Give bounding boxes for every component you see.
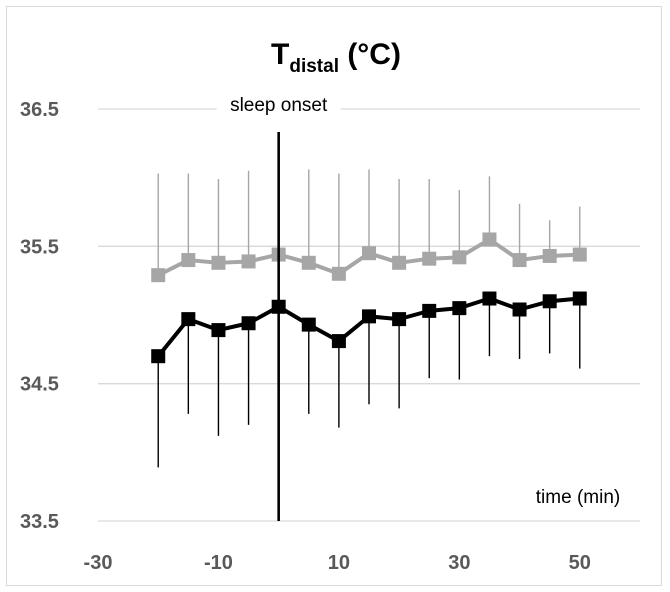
data-point-marker [512,302,527,317]
title-main: T [271,38,289,71]
data-point-marker [362,309,376,324]
data-point-marker [572,247,587,262]
x-tick-label: -10 [204,552,233,574]
title-subscript: distal [289,56,339,77]
data-point-marker [512,253,527,268]
data-point-marker [151,268,166,283]
data-point-marker [392,255,407,270]
data-point-marker [482,232,497,247]
data-point-marker [211,323,226,338]
y-tick-label: 34.5 [20,374,59,396]
data-point-marker [422,303,437,318]
data-point-marker [331,334,346,349]
y-tick-label: 35.5 [20,236,59,258]
data-point-marker [542,248,557,263]
x-axis-label-background [518,484,638,510]
data-point-marker [301,317,316,332]
x-tick-label: 50 [569,552,591,574]
data-point-marker [181,312,196,327]
sleep-onset-label: sleep onset [230,95,328,116]
x-axis-ticks: -30 -10 10 30 50 [84,552,591,574]
y-axis-ticks: 33.5 34.5 35.5 36.5 [20,99,59,533]
data-point-marker [211,255,226,270]
x-tick-label: -30 [84,552,113,574]
data-point-marker [422,251,437,266]
data-point-marker [452,250,467,265]
data-point-marker [392,312,407,327]
data-point-marker [151,349,166,364]
annotation-background [216,92,341,118]
data-point-marker [241,254,256,269]
data-point-marker [331,266,346,281]
data-point-marker [301,255,316,270]
x-tick-label: 30 [448,552,470,574]
series-markers [151,232,587,364]
x-axis-label: time (min) [536,487,620,508]
data-point-marker [542,294,557,309]
x-tick-label: 10 [328,552,350,574]
data-point-marker [482,291,497,306]
data-point-marker [362,246,376,261]
data-point-marker [452,301,467,316]
data-point-marker [181,253,196,268]
y-tick-label: 33.5 [20,511,59,533]
error-bars [157,165,581,519]
y-tick-label: 36.5 [20,99,59,121]
data-point-marker [241,316,256,331]
title-unit: (°C) [339,38,401,71]
data-point-marker [572,291,587,306]
chart-title: Tdistal (°C) [271,38,401,77]
